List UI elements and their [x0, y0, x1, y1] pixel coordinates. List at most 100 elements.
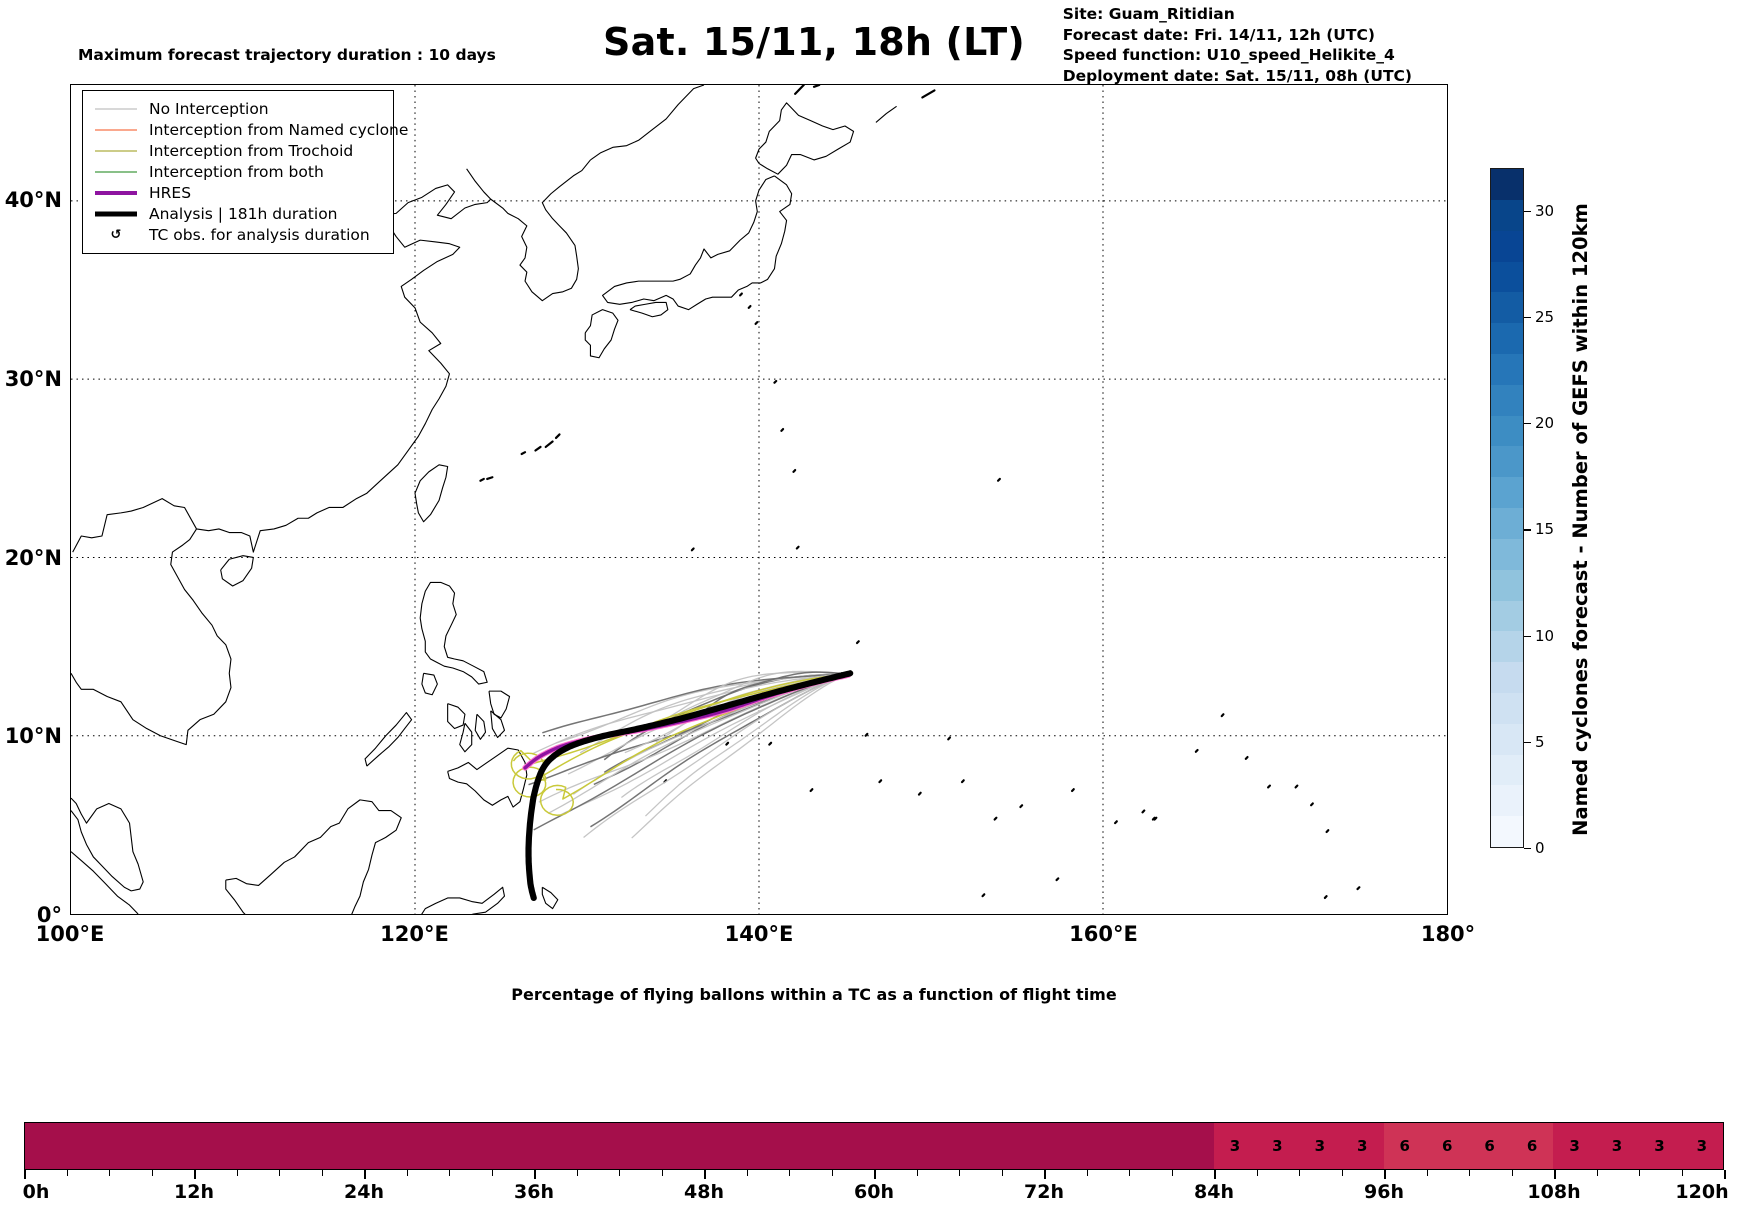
- legend-label: Analysis | 181h duration: [149, 204, 338, 223]
- percentage-cell[interactable]: [194, 1123, 238, 1169]
- legend-label: TC obs. for analysis duration: [149, 225, 370, 244]
- percentage-cell[interactable]: 6: [1425, 1123, 1469, 1169]
- axis-tick-minor: [66, 1170, 68, 1176]
- colorbar-segment: [1491, 415, 1523, 447]
- percentage-cell[interactable]: [109, 1123, 153, 1169]
- legend-line: [95, 108, 137, 109]
- percentage-cell[interactable]: 6: [1383, 1123, 1426, 1169]
- legend-item[interactable]: No Interception: [93, 98, 383, 119]
- percentage-cell[interactable]: [364, 1123, 408, 1169]
- percentage-cell[interactable]: [1128, 1123, 1172, 1169]
- percentage-cell[interactable]: 3: [1341, 1123, 1384, 1169]
- coastlines: [71, 85, 1361, 914]
- colorbar-segment: [1491, 723, 1523, 755]
- percentage-cell[interactable]: [874, 1123, 917, 1169]
- legend-item[interactable]: ↺ TC obs. for analysis duration: [93, 224, 383, 245]
- percentage-cell[interactable]: 6: [1510, 1123, 1554, 1169]
- percentage-cell[interactable]: [322, 1123, 365, 1169]
- lat-tick-label: 10°N: [4, 724, 62, 749]
- colorbar-segment: [1491, 600, 1523, 632]
- percentage-cell[interactable]: 3: [1680, 1123, 1723, 1169]
- legend-item[interactable]: Interception from Trochoid: [93, 140, 383, 161]
- colorbar-gradient: [1490, 168, 1524, 848]
- colorbar-tick-label: 30: [1535, 201, 1555, 220]
- percentage-cell[interactable]: 3: [1213, 1123, 1257, 1169]
- axis-tick-minor: [1511, 1170, 1513, 1176]
- percentage-cell[interactable]: [661, 1123, 705, 1169]
- axis-tick-major: [1724, 1170, 1726, 1179]
- percentage-cell[interactable]: [1043, 1123, 1087, 1169]
- axis-tick-major: [1044, 1170, 1046, 1179]
- percentage-cell[interactable]: [491, 1123, 535, 1169]
- percentage-cell[interactable]: [1001, 1123, 1044, 1169]
- percentage-cell[interactable]: [916, 1123, 959, 1169]
- lat-tick-label: 20°N: [4, 545, 62, 570]
- percentage-cell[interactable]: [831, 1123, 875, 1169]
- colorbar[interactable]: 0 5 10 15 20 25 30: [1490, 168, 1554, 857]
- speed-function-label: Speed function: U10_speed_Helikite_4: [1062, 46, 1395, 65]
- axis-tick-minor: [406, 1170, 408, 1176]
- axis-tick-major: [874, 1170, 876, 1179]
- axis-tick-label: 96h: [1364, 1181, 1404, 1203]
- legend-line: [95, 129, 137, 130]
- percentage-cell[interactable]: [1086, 1123, 1129, 1169]
- percentage-cell[interactable]: 3: [1553, 1123, 1596, 1169]
- colorbar-segment: [1491, 785, 1523, 817]
- percentage-cell[interactable]: [534, 1123, 577, 1169]
- header-left-line-1: Maximum forecast trajectory duration : 1…: [78, 46, 496, 65]
- legend-label: No Interception: [149, 99, 269, 118]
- percentage-cell[interactable]: 3: [1595, 1123, 1639, 1169]
- axis-tick-minor: [236, 1170, 238, 1176]
- percentage-cell[interactable]: [152, 1123, 195, 1169]
- lon-tick-label: 180°: [1420, 922, 1476, 946]
- percentage-cell[interactable]: [279, 1123, 323, 1169]
- colorbar-tick-label: 15: [1535, 520, 1555, 539]
- axis-tick-major: [364, 1170, 366, 1179]
- cyclone-glyph: ↺: [110, 227, 122, 242]
- percentage-cell[interactable]: 3: [1256, 1123, 1299, 1169]
- percentage-cell[interactable]: [407, 1123, 450, 1169]
- cyclone-marker-icon: ↺: [93, 228, 139, 242]
- percentage-cell[interactable]: [449, 1123, 492, 1169]
- percentage-cell[interactable]: 6: [1468, 1123, 1511, 1169]
- percentage-cell[interactable]: [576, 1123, 620, 1169]
- axis-tick-minor: [959, 1170, 961, 1176]
- legend-item[interactable]: Analysis | 181h duration: [93, 203, 383, 224]
- lon-tick-label: 100°E: [35, 922, 105, 946]
- percentage-cell[interactable]: [237, 1123, 280, 1169]
- colorbar-segment: [1491, 569, 1523, 601]
- colorbar-segment: [1491, 538, 1523, 570]
- percentage-cell[interactable]: [67, 1123, 110, 1169]
- percentage-cell[interactable]: [746, 1123, 790, 1169]
- percentage-cell[interactable]: [958, 1123, 1002, 1169]
- percentage-cell[interactable]: 3: [1638, 1123, 1681, 1169]
- axis-tick-minor: [746, 1170, 748, 1176]
- legend-item[interactable]: Interception from both: [93, 161, 383, 182]
- colorbar-tick: [1524, 210, 1531, 212]
- axis-tick-minor: [1256, 1170, 1258, 1176]
- legend-item[interactable]: HRES: [93, 182, 383, 203]
- percentage-cell[interactable]: [619, 1123, 662, 1169]
- percentage-cell[interactable]: [25, 1123, 68, 1169]
- map-legend[interactable]: No Interception Interception from Named c…: [82, 90, 408, 254]
- axis-tick-minor: [1086, 1170, 1088, 1176]
- colorbar-tick-label: 10: [1535, 626, 1555, 645]
- legend-line: [95, 171, 137, 172]
- percentage-bar-axis: 0h 12h 24h 36h 48h 60h 72h 84h 96h 108h 120h: [23, 1170, 1729, 1210]
- legend-item[interactable]: Interception from Named cyclone: [93, 119, 408, 140]
- axis-tick-label: 108h: [1527, 1181, 1581, 1203]
- axis-tick-label: 72h: [1024, 1181, 1064, 1203]
- percentage-cell[interactable]: 3: [1298, 1123, 1342, 1169]
- legend-label: Interception from both: [149, 162, 324, 181]
- axis-tick-minor: [1426, 1170, 1428, 1176]
- axis-tick-major: [1554, 1170, 1556, 1179]
- percentage-cell[interactable]: [704, 1123, 747, 1169]
- axis-tick-label: 84h: [1194, 1181, 1234, 1203]
- axis-tick-label: 24h: [344, 1181, 384, 1203]
- percentage-cell[interactable]: [1171, 1123, 1214, 1169]
- axis-tick-minor: [491, 1170, 493, 1176]
- page-title: Sat. 15/11, 18h (LT): [603, 20, 1025, 64]
- percentage-cell[interactable]: [789, 1123, 832, 1169]
